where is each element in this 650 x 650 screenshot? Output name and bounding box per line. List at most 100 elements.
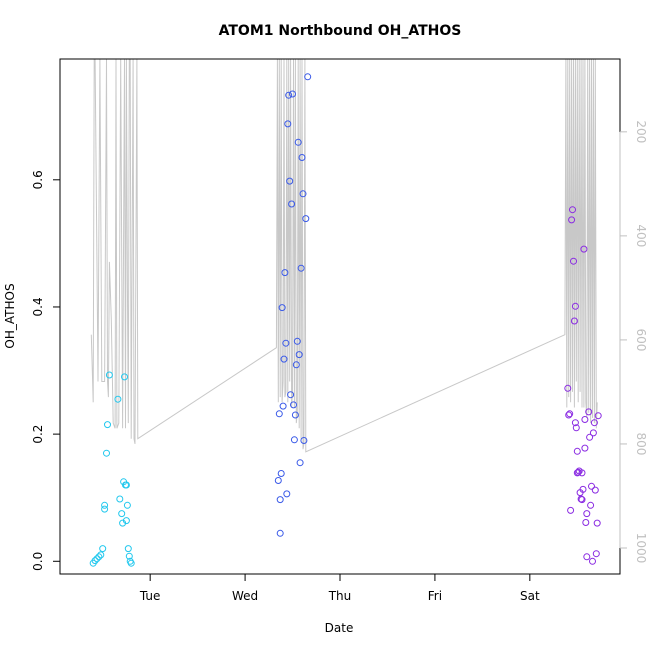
data-point-s1-1 (275, 410, 283, 418)
data-point-s0-22 (125, 552, 133, 560)
data-point-s2-0 (564, 384, 572, 392)
data-point-s0-12 (116, 495, 124, 503)
y2-tick-label: 800 (634, 432, 648, 455)
data-point-s2-28 (587, 501, 595, 509)
data-point-s0-7 (101, 501, 109, 509)
data-point-s1-21 (293, 337, 301, 345)
data-point-s2-23 (582, 519, 590, 526)
y-tick-label: 0.4 (31, 297, 45, 316)
data-point-s0-1 (91, 557, 99, 565)
data-point-s1-30 (304, 73, 312, 81)
data-point-s1-6 (279, 402, 287, 410)
data-point-s0-19 (122, 517, 130, 525)
data-point-s2-29 (588, 482, 595, 490)
data-point-s2-11 (573, 447, 581, 455)
data-point-s2-6 (570, 257, 577, 265)
data-point-s2-27 (586, 433, 594, 441)
y2-axis: 200 400 600 800 1000 (619, 120, 648, 564)
data-point-s0-18 (122, 481, 130, 489)
data-point-s2-8 (571, 302, 579, 310)
data-point-s1-5 (278, 304, 286, 312)
data-point-s0-4 (97, 551, 105, 559)
y2-tick-label: 1000 (634, 533, 648, 564)
data-point-s0-2 (93, 555, 101, 563)
data-point-s1-9 (282, 339, 290, 347)
chart-title: ATOM1 Northbound OH_ATHOS (219, 23, 462, 39)
data-point-s2-21 (581, 416, 589, 423)
data-point-s1-16 (289, 90, 296, 98)
data-point-s1-11 (284, 120, 292, 128)
data-point-s1-12 (285, 91, 293, 99)
data-point-s2-34 (592, 550, 600, 558)
y2-tick-label: 400 (634, 224, 648, 247)
data-point-s2-4 (568, 216, 576, 224)
data-point-s2-31 (589, 429, 597, 437)
data-point-s1-3 (276, 529, 284, 537)
data-point-s0-6 (101, 505, 109, 513)
data-point-s1-19 (291, 411, 299, 419)
data-point-s2-36 (594, 412, 602, 420)
data-point-s1-25 (297, 264, 305, 272)
data-point-s2-25 (583, 510, 591, 518)
data-point-s2-10 (572, 424, 580, 432)
data-point-s1-14 (287, 391, 295, 399)
data-point-s1-17 (290, 401, 297, 409)
plot-frame (59, 58, 621, 575)
data-point-s1-4 (277, 470, 285, 477)
x-tick-label: Tue (139, 589, 161, 603)
data-point-s2-22 (581, 444, 589, 452)
data-point-s1-22 (294, 138, 302, 146)
x-tick-label: Sat (520, 589, 540, 603)
data-point-s0-11 (114, 395, 122, 403)
data-point-s0-13 (118, 510, 126, 518)
data-point-s2-24 (583, 553, 591, 561)
data-point-s2-9 (571, 419, 579, 427)
x-axis: Tue Wed Thu Fri Sat (139, 574, 540, 603)
points-layer (89, 73, 602, 567)
y-axis-label: OH_ATHOS (3, 283, 17, 348)
data-point-s1-7 (280, 355, 288, 363)
data-point-s2-17 (578, 496, 586, 504)
data-point-s2-3 (567, 506, 575, 514)
data-point-s1-0 (274, 477, 282, 484)
series-line-secondary (90, 58, 598, 453)
data-point-s0-5 (99, 545, 107, 553)
data-point-s2-30 (589, 557, 596, 565)
x-tick-label: Thu (328, 589, 352, 603)
y2-tick-label: 200 (634, 120, 648, 143)
data-point-s2-13 (574, 468, 582, 476)
y-tick-label: 0.0 (31, 552, 45, 571)
data-point-s2-32 (590, 419, 598, 427)
data-point-s2-7 (570, 317, 578, 325)
data-point-s0-21 (124, 545, 132, 553)
data-point-s0-10 (105, 371, 113, 379)
y-tick-label: 0.2 (31, 425, 45, 444)
data-point-s2-18 (578, 469, 586, 477)
data-point-s0-9 (104, 421, 111, 429)
data-point-s1-26 (298, 154, 306, 161)
x-tick-label: Wed (232, 589, 258, 603)
data-point-s1-23 (295, 351, 303, 359)
data-point-s1-24 (296, 459, 304, 467)
data-point-s0-16 (121, 373, 128, 381)
y-axis: 0.0 0.2 0.4 0.6 (31, 170, 60, 571)
data-point-s1-18 (290, 436, 298, 444)
data-point-s1-20 (292, 361, 300, 369)
data-point-s2-1 (565, 411, 573, 419)
data-point-s1-2 (276, 496, 284, 504)
data-point-s2-5 (569, 206, 576, 214)
data-point-s2-19 (579, 485, 587, 493)
data-point-s1-29 (302, 215, 310, 223)
data-point-s2-35 (593, 519, 601, 527)
data-point-s2-2 (566, 410, 574, 418)
data-point-s1-15 (288, 200, 296, 208)
data-point-s2-20 (580, 245, 588, 253)
data-point-s0-24 (127, 559, 135, 567)
data-point-s0-8 (103, 449, 110, 457)
data-point-s0-20 (123, 501, 131, 509)
x-axis-label: Date (325, 621, 354, 635)
y2-tick-label: 600 (634, 328, 648, 351)
data-point-s1-8 (281, 269, 289, 277)
grey-line-layer (90, 58, 598, 453)
